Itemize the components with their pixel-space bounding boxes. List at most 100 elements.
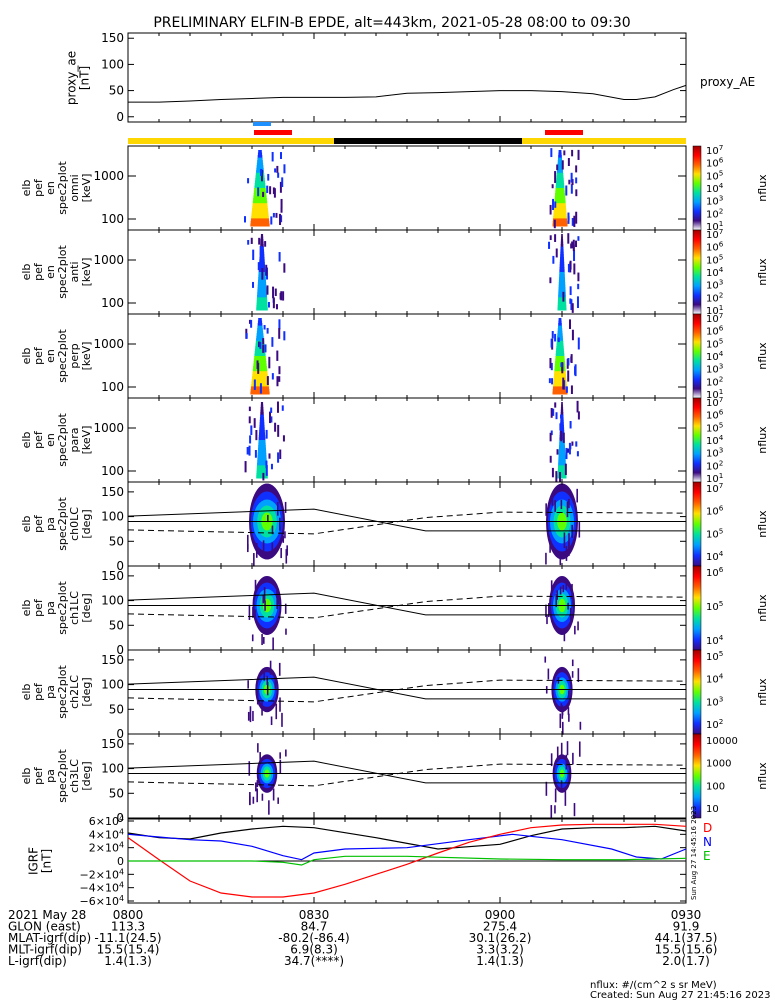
spectrogram-speckle [552, 255, 555, 264]
panel-ylabel-line: [keV] [80, 426, 93, 455]
ephemeris-value: 44.1(37.5) [655, 931, 718, 945]
spectrogram-speckle [567, 233, 570, 244]
spectrogram-cell [258, 447, 266, 451]
anti-loss-cone-line [127, 595, 687, 619]
panel-ylabel-line: elb [20, 264, 33, 281]
spectrogram-speckle [268, 356, 271, 369]
pitch-angle-speckle [551, 494, 554, 506]
panel-ylabel-line: spec2plot [56, 161, 69, 215]
pitch-angle-speckle [276, 501, 279, 516]
spectrogram-cell [555, 182, 565, 186]
pa-ytick-label: 50 [109, 786, 124, 800]
spectrogram-speckle [248, 406, 251, 412]
spectrogram-speckle [549, 204, 552, 215]
igrf-side-timestamp: Sun Aug 27 14:45:16 2023 [690, 806, 698, 900]
spectrogram-cell [560, 419, 564, 423]
spectrogram-cell [257, 455, 267, 459]
pa-ytick-label: 0 [116, 643, 124, 657]
spectrogram-burst [244, 401, 285, 481]
panel-ylabel-line: pa [44, 685, 57, 699]
pitch-angle-speckle [554, 788, 557, 803]
spectrogram-speckle [278, 328, 281, 339]
colorbar-tick-label: 107 [706, 311, 723, 325]
colorbar-label: nflux [756, 594, 769, 622]
panel-ylabel-line: elb [20, 684, 33, 701]
spectrogram-speckle [278, 319, 281, 330]
pitch-angle-speckle [568, 771, 571, 781]
spectrogram-cell [257, 325, 263, 329]
spectrogram-cell [255, 175, 265, 179]
pitch-angle-speckle [556, 746, 559, 762]
pitch-angle-speckle [277, 797, 279, 804]
pitch-angle-speckle [565, 581, 568, 590]
spectrogram-cell [257, 323, 263, 327]
pitch-angle-speckle [576, 488, 578, 503]
colorbar-tick-label: 103 [706, 362, 723, 376]
spectrogram-speckle [577, 337, 580, 350]
colorbar-tick-label: 107 [706, 143, 723, 157]
pitch-angle-speckle [271, 542, 274, 557]
panel-ylabel-line: [deg] [80, 677, 93, 706]
spectrogram-cell [555, 185, 565, 189]
pitch-angle-speckle [559, 713, 562, 729]
panel-ylabel-line: [deg] [80, 593, 93, 622]
pitch-angle-speckle [561, 721, 564, 735]
panel-ylabel-line: pef [32, 346, 45, 365]
spectrogram-cell [559, 445, 565, 449]
spectrogram-speckle [260, 168, 263, 176]
colorbar-tick-label: 104 [706, 181, 724, 195]
pitch-angle-speckle [280, 547, 282, 559]
spectrogram-cell [260, 244, 264, 248]
spectrogram-cell [258, 434, 266, 438]
ephemeris-row-label: L-igrf(dip) [8, 954, 67, 968]
ae-ytick-label: 50 [109, 84, 124, 98]
pitch-angle-speckle [554, 500, 556, 512]
spectrogram-cell [557, 325, 563, 329]
pitch-angle-speckle [257, 743, 259, 753]
spectrogram-cell [260, 246, 264, 250]
pa-ytick-label: 150 [101, 653, 124, 667]
spectrogram-speckle [551, 378, 554, 385]
spectrogram-speckle [559, 423, 562, 431]
spectrogram-speckle [258, 341, 261, 348]
spectrogram-speckle [555, 471, 558, 483]
spectrogram-speckle [571, 329, 574, 341]
pitch-angle-speckle [566, 501, 569, 518]
pitch-angle-speckle [562, 585, 565, 593]
spectrogram-speckle [278, 376, 281, 382]
spectrogram-speckle [274, 422, 277, 432]
ephemeris-value: 3.3(3.2) [476, 943, 524, 957]
spectrogram-speckle [570, 172, 573, 183]
panel-ylabel-line: elb [20, 432, 33, 449]
spectrogram-cell [259, 424, 265, 428]
panel-ylabel-line: spec2plot [56, 245, 69, 299]
pitch-angle-speckle [563, 630, 566, 642]
spectrogram-cell [556, 180, 564, 184]
panel-ylabel-line: para [68, 428, 81, 453]
pitch-angle-speckle [261, 793, 264, 801]
spectrogram-speckle [276, 401, 279, 413]
pitch-angle-speckle [254, 609, 256, 616]
spectrogram-speckle [577, 283, 580, 290]
pitch-angle-frame [127, 733, 687, 819]
colorbar-tick-label: 10 [706, 804, 719, 815]
panel-ylabel-line: [keV] [80, 174, 93, 203]
pitch-angle-speckle [286, 545, 288, 556]
spectrogram-speckle [577, 149, 580, 160]
pitch-angle-speckle [253, 553, 255, 567]
spectrogram-cell [252, 200, 268, 204]
spectrogram-cell [255, 177, 265, 181]
spectrogram-speckle [569, 298, 572, 304]
spectrogram-cell [553, 381, 567, 385]
spectrogram-speckle [269, 411, 272, 424]
spectrogram-speckle [550, 362, 553, 371]
pitch-angle-frame [127, 565, 687, 651]
spectrogram-cell [259, 251, 265, 255]
spectrogram-cell [557, 467, 567, 471]
spectrogram-speckle [262, 472, 265, 481]
spectrogram-cell [560, 254, 564, 258]
spectrogram-speckle [561, 160, 564, 170]
spectrogram-speckle [552, 408, 555, 416]
spectrogram-cell [256, 467, 268, 471]
